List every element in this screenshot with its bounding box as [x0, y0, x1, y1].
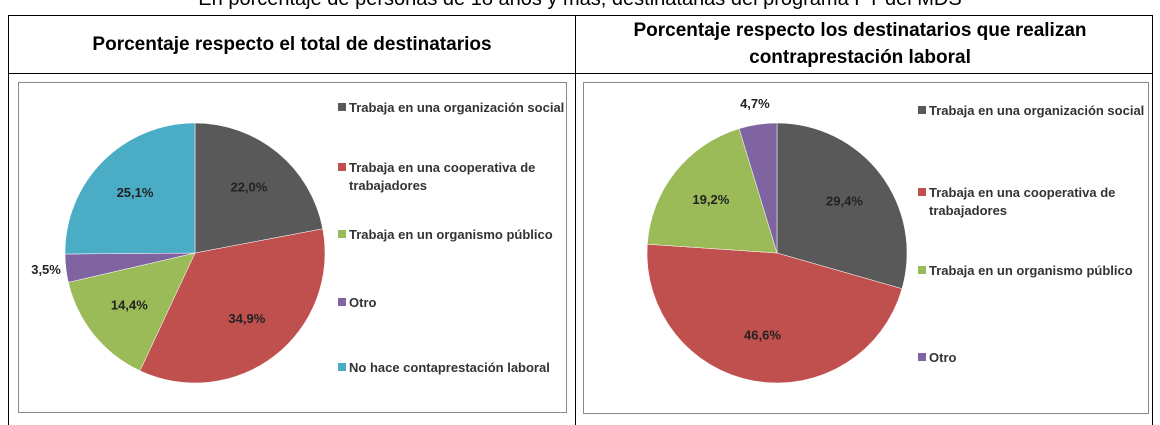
chart-frame: [18, 82, 567, 413]
pie-slice: [647, 128, 778, 254]
pie-slice: [646, 243, 903, 384]
legend-swatch: [918, 188, 926, 196]
data-label: 46,6%: [744, 328, 781, 343]
data-label: 25,1%: [117, 185, 154, 200]
data-label: 4,7%: [740, 96, 770, 111]
legend-label: Trabaja en una organización social: [929, 103, 1145, 118]
data-label: 19,2%: [692, 192, 729, 207]
chart-title: Porcentaje respecto los destinatarios qu…: [633, 20, 1087, 68]
legend-swatch: [918, 266, 926, 274]
data-label: 14,4%: [111, 298, 148, 313]
pie-slice: [776, 122, 908, 290]
legend-label: Trabaja en un organismo público: [929, 263, 1133, 278]
legend-item: Trabaja en una cooperativa de trabajador…: [338, 159, 568, 195]
legend-label: Trabaja en una cooperativa de trabajador…: [349, 160, 536, 193]
pie-slice: [68, 252, 196, 372]
legend-label: Otro: [929, 350, 957, 365]
legend-item: Otro: [918, 349, 1148, 367]
legend-item: Trabaja en un organismo público: [338, 226, 568, 244]
legend-swatch: [338, 298, 346, 306]
table-borders: [8, 15, 1153, 425]
legend-swatch: [338, 103, 346, 111]
legend-item: Otro: [338, 294, 568, 312]
data-label: 34,9%: [228, 311, 265, 326]
legend-label: Otro: [349, 295, 377, 310]
legend-label: Trabaja en una cooperativa de trabajador…: [929, 185, 1116, 218]
legend-label: Trabaja en un organismo público: [349, 227, 553, 242]
pie-slice: [139, 228, 326, 384]
legend-swatch: [338, 163, 346, 171]
legend-item: Trabaja en una cooperativa de trabajador…: [918, 184, 1148, 220]
data-label: 22,0%: [230, 179, 267, 194]
legend-item: No hace contaprestación laboral: [338, 359, 568, 377]
data-label: 3,5%: [31, 262, 61, 277]
pie-slice: [738, 122, 778, 254]
legend-item: Trabaja en una organización social: [338, 99, 568, 117]
legend-item: Trabaja en una organización social: [918, 102, 1148, 120]
legend-swatch: [338, 230, 346, 238]
subtitle: En porcentaje de personas de 18 años y m…: [0, 0, 1160, 11]
data-label: 29,4%: [826, 194, 863, 209]
legend-swatch: [918, 353, 926, 361]
legend-item: Trabaja en un organismo público: [918, 262, 1148, 280]
legend-swatch: [918, 106, 926, 114]
pie-slice: [194, 122, 324, 254]
pie-slice: [64, 122, 196, 255]
legend-label: Trabaja en una organización social: [349, 100, 565, 115]
chart-title: Porcentaje respecto el total de destinat…: [92, 33, 492, 55]
legend-label: No hace contaprestación laboral: [349, 360, 550, 375]
chart-frame: [583, 82, 1149, 414]
legend-swatch: [338, 363, 346, 371]
